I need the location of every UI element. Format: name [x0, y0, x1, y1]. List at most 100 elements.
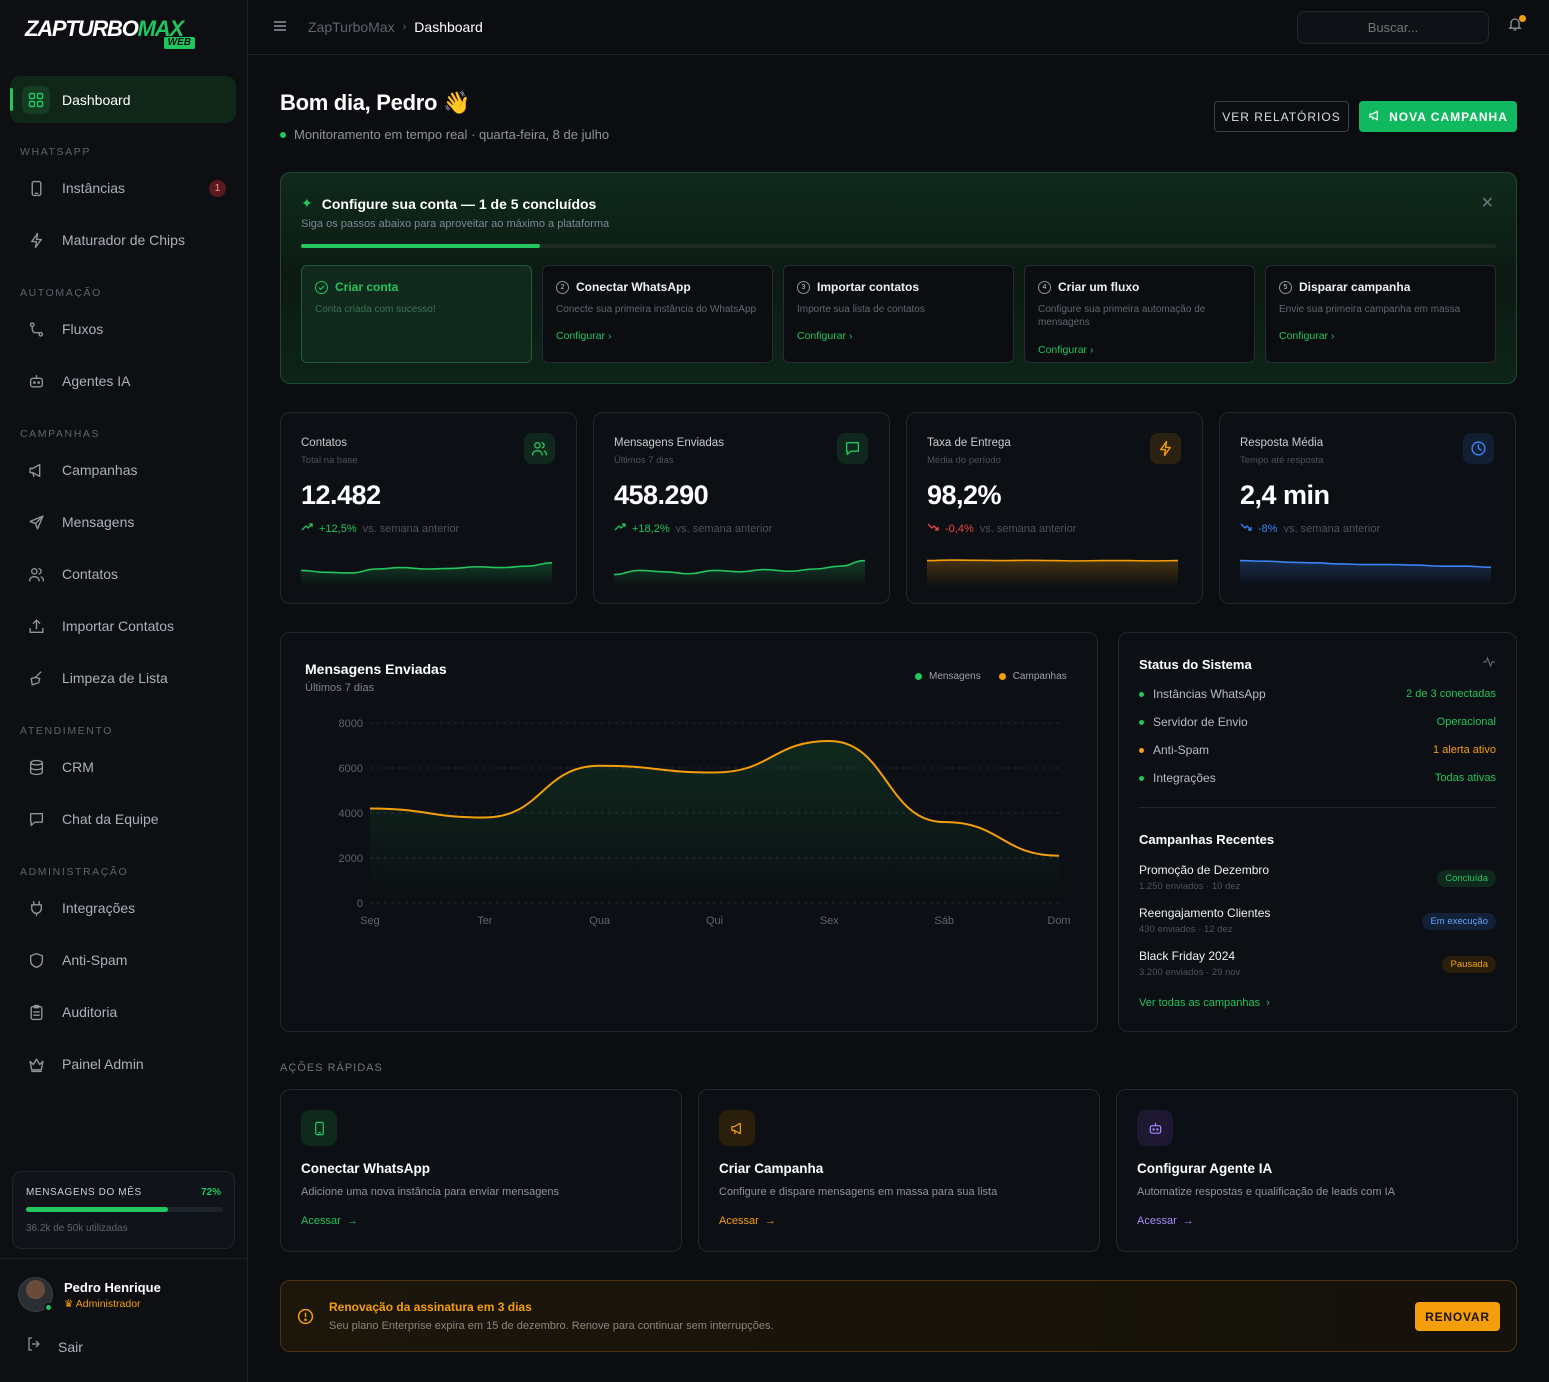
sidebar-item-integra-es[interactable]: Integrações	[26, 896, 236, 920]
main-content: Bom dia, Pedro 👋 Monitoramento em tempo …	[248, 56, 1549, 1382]
trend-up-icon	[614, 522, 626, 535]
sidebar-item-importar-contatos[interactable]: Importar Contatos	[26, 614, 236, 638]
y-tick-label: 2000	[339, 853, 363, 865]
arrow-right-icon: →	[346, 1215, 358, 1227]
step-configure-link[interactable]: Configurar ›	[797, 330, 853, 342]
status-dot	[1139, 719, 1144, 725]
x-tick-label: Sáb	[934, 915, 954, 927]
quick-action-link[interactable]: Acessar →	[301, 1215, 358, 1227]
legend-item: Mensagens	[915, 671, 981, 682]
usage-card: MENSAGENS DO MÊS 72% 36.2k de 50k utiliz…	[12, 1171, 235, 1249]
sparkline-line	[614, 559, 865, 576]
sidebar-divider	[0, 1258, 247, 1259]
logout-button[interactable]: Sair	[26, 1336, 83, 1357]
divider	[1139, 807, 1496, 808]
step-desc: Configure sua primeira automação de mens…	[1038, 304, 1206, 328]
x-tick-label: Dom	[1047, 915, 1070, 927]
onboarding-step[interactable]: Criar conta Conta criada com sucesso!	[301, 265, 532, 363]
new-campaign-button[interactable]: NOVA CAMPANHA	[1359, 101, 1517, 132]
sidebar-item-limpeza-de-lista[interactable]: Limpeza de Lista	[26, 666, 236, 690]
x-tick-label: Sex	[820, 915, 839, 927]
quick-action-card[interactable]: Conectar WhatsApp Adicione uma nova instâ…	[280, 1089, 682, 1252]
view-reports-button[interactable]: VER RELATÓRIOS	[1214, 101, 1349, 132]
megaphone-icon	[1368, 109, 1381, 125]
sidebar-item-agentes-ia[interactable]: Agentes IA	[26, 369, 236, 393]
breadcrumb-root[interactable]: ZapTurboMax	[308, 19, 395, 35]
broom-icon	[26, 668, 46, 688]
onboarding-step[interactable]: 2 Conectar WhatsApp Conecte sua primeira i…	[542, 265, 773, 363]
x-tick-label: Ter	[477, 915, 493, 927]
top-bar: ZapTurboMax › Dashboard	[248, 0, 1549, 55]
kpi-change-label: vs. semana anterior	[1283, 522, 1381, 535]
sidebar-item-dashboard[interactable]: Dashboard	[10, 76, 236, 123]
clock-icon	[1463, 433, 1494, 464]
step-configure-link[interactable]: Configurar ›	[1038, 344, 1094, 356]
sidebar-item-auditoria[interactable]: Auditoria	[26, 1000, 236, 1024]
check-circle-icon	[315, 280, 328, 294]
sidebar-item-inst-ncias[interactable]: Instâncias 1	[26, 176, 236, 200]
close-icon[interactable]: ✕	[1480, 195, 1494, 212]
onboarding-step[interactable]: 3 Importar contatos Importe sua lista de c…	[783, 265, 1014, 363]
chevron-right-icon: ›	[402, 21, 407, 33]
renew-button[interactable]: RENOVAR	[1415, 1302, 1500, 1331]
page-subtitle: Monitoramento em tempo real · quarta-fei…	[280, 127, 609, 142]
y-tick-label: 8000	[339, 718, 363, 730]
step-title: Criar um fluxo	[1058, 280, 1140, 294]
step-title-row: 5 Disparar campanha	[1279, 280, 1410, 294]
system-status-title: Status do Sistema	[1139, 657, 1252, 672]
step-configure-link[interactable]: Configurar ›	[1279, 330, 1335, 342]
campaign-row[interactable]: Promoção de Dezembro 1.250 enviados · 10 …	[1139, 863, 1496, 895]
view-all-campaigns-link[interactable]: Ver todas as campanhas ›	[1139, 997, 1270, 1009]
status-row: Servidor de Envio Operacional	[1139, 714, 1496, 730]
sidebar-item-contatos[interactable]: Contatos	[26, 562, 236, 586]
campaign-name: Promoção de Dezembro	[1139, 863, 1270, 877]
kpi-subtitle: Média do período	[927, 455, 1001, 466]
bell-icon[interactable]	[1507, 15, 1526, 37]
sidebar-item-fluxos[interactable]: Fluxos	[26, 317, 236, 341]
campaign-row[interactable]: Reengajamento Clientes 430 enviados · 12 …	[1139, 906, 1496, 938]
onboarding-card: ✦ Configure sua conta — 1 de 5 concluídos…	[280, 172, 1517, 384]
onboarding-desc: Siga os passos abaixo para aproveitar ao…	[301, 218, 610, 230]
quick-action-link-label: Acessar	[301, 1215, 341, 1227]
sidebar-item-anti-spam[interactable]: Anti-Spam	[26, 948, 236, 972]
users-icon	[524, 433, 555, 464]
view-all-label: Ver todas as campanhas	[1139, 997, 1261, 1009]
onboarding-step[interactable]: 5 Disparar campanha Envie sua primeira cam…	[1265, 265, 1496, 363]
y-tick-label: 4000	[339, 808, 363, 820]
sidebar-item-campanhas[interactable]: Campanhas	[26, 458, 236, 482]
step-configure-link[interactable]: Configurar ›	[556, 330, 612, 342]
phone-icon	[301, 1110, 337, 1146]
sidebar-item-crm[interactable]: CRM	[26, 755, 236, 779]
chat-icon	[26, 809, 46, 829]
quick-action-card[interactable]: Criar Campanha Configure e dispare mensag…	[698, 1089, 1100, 1252]
quick-action-link[interactable]: Acessar →	[719, 1215, 776, 1227]
user-profile[interactable]: Pedro Henrique ♛ Administrador	[18, 1277, 161, 1312]
sidebar-item-chat-da-equipe[interactable]: Chat da Equipe	[26, 807, 236, 831]
sparkline-area	[1240, 560, 1491, 587]
onboarding-step[interactable]: 4 Criar um fluxo Configure sua primeira au…	[1024, 265, 1255, 363]
bot-icon	[26, 371, 46, 391]
step-title-row: Criar conta	[315, 280, 398, 294]
search-input[interactable]	[1297, 11, 1489, 44]
sidebar-item-mensagens[interactable]: Mensagens	[26, 510, 236, 534]
step-number: 5	[1279, 280, 1292, 294]
section-title: ADMINISTRAÇÃO	[20, 866, 129, 878]
arrow-right-icon: →	[764, 1215, 776, 1227]
status-badge: Pausada	[1442, 956, 1496, 973]
sidebar-item-painel-admin[interactable]: Painel Admin	[26, 1052, 236, 1076]
campaign-row[interactable]: Black Friday 2024 3.200 enviados · 29 nov…	[1139, 949, 1496, 981]
phone-icon	[26, 178, 46, 198]
chart-legend: Mensagens Campanhas	[915, 671, 1067, 682]
kpi-change-label: vs. semana anterior	[362, 522, 460, 535]
sidebar-item-maturador-de-chips[interactable]: Maturador de Chips	[26, 228, 236, 252]
status-value: Todas ativas	[1434, 772, 1496, 784]
quick-action-card[interactable]: Configurar Agente IA Automatize respostas…	[1116, 1089, 1518, 1252]
hamburger-menu-icon[interactable]	[273, 19, 287, 38]
kpi-change-label: vs. semana anterior	[675, 522, 773, 535]
status-value: Operacional	[1436, 716, 1496, 728]
kpi-title: Resposta Média	[1240, 437, 1324, 449]
kpi-change: -8% vs. semana anterior	[1240, 522, 1380, 535]
quick-action-link[interactable]: Acessar →	[1137, 1215, 1194, 1227]
logout-label: Sair	[58, 1338, 83, 1355]
brand-logo[interactable]: ZAPTURBOMAX WEB	[25, 16, 225, 52]
